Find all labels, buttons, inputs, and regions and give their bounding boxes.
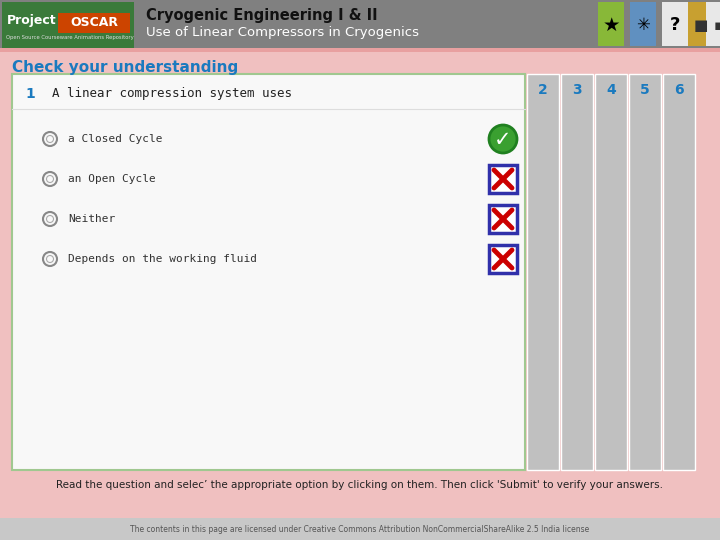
Text: ?: ? (670, 16, 680, 34)
Text: Cryogenic Engineering I & II: Cryogenic Engineering I & II (146, 8, 377, 23)
Text: Neither: Neither (68, 214, 115, 224)
Text: ▪: ▪ (714, 17, 720, 32)
Text: ■: ■ (694, 17, 708, 32)
FancyBboxPatch shape (0, 0, 720, 50)
Text: A linear compression system uses: A linear compression system uses (52, 87, 292, 100)
FancyBboxPatch shape (629, 74, 661, 470)
FancyBboxPatch shape (662, 2, 688, 46)
Text: 1: 1 (25, 87, 35, 101)
Text: Read the question and selec’ the appropriate option by clicking on them. Then cl: Read the question and selec’ the appropr… (56, 480, 664, 490)
Text: a Closed Cycle: a Closed Cycle (68, 134, 163, 144)
FancyBboxPatch shape (0, 518, 720, 540)
FancyBboxPatch shape (706, 2, 720, 46)
Text: The contents in this page are licensed under Creative Commons Attribution NonCom: The contents in this page are licensed u… (130, 524, 590, 534)
Text: ✳: ✳ (636, 16, 650, 34)
FancyBboxPatch shape (688, 2, 714, 46)
FancyBboxPatch shape (561, 74, 593, 470)
FancyBboxPatch shape (58, 13, 130, 33)
Text: Use of Linear Compressors in Cryogenics: Use of Linear Compressors in Cryogenics (146, 26, 419, 39)
Text: 3: 3 (572, 83, 582, 97)
FancyBboxPatch shape (630, 2, 656, 46)
FancyBboxPatch shape (663, 74, 695, 470)
Text: 6: 6 (674, 83, 684, 97)
Text: Open Source Courseware Animations Repository: Open Source Courseware Animations Reposi… (6, 35, 134, 40)
Text: 2: 2 (538, 83, 548, 97)
FancyBboxPatch shape (0, 48, 720, 52)
FancyBboxPatch shape (489, 205, 517, 233)
Text: 4: 4 (606, 83, 616, 97)
FancyBboxPatch shape (527, 74, 559, 470)
FancyBboxPatch shape (489, 245, 517, 273)
Text: Check your understanding: Check your understanding (12, 60, 238, 75)
FancyBboxPatch shape (595, 74, 627, 470)
Text: ★: ★ (602, 16, 620, 35)
FancyBboxPatch shape (598, 2, 624, 46)
Text: ✓: ✓ (494, 130, 512, 150)
Text: Depends on the working fluid: Depends on the working fluid (68, 254, 257, 264)
Text: an Open Cycle: an Open Cycle (68, 174, 156, 184)
FancyBboxPatch shape (489, 165, 517, 193)
Text: Project: Project (7, 14, 57, 27)
FancyBboxPatch shape (12, 74, 525, 470)
Text: OSCAR: OSCAR (70, 17, 118, 30)
Circle shape (489, 125, 517, 153)
Text: 5: 5 (640, 83, 650, 97)
FancyBboxPatch shape (2, 2, 134, 48)
